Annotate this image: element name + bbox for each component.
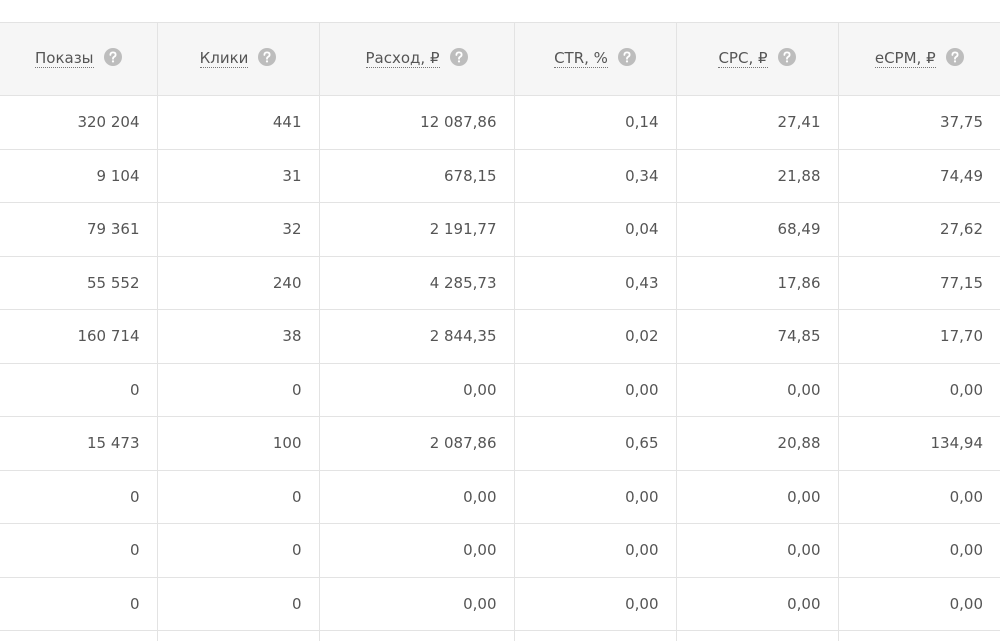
cell: 27,62 — [838, 203, 1000, 257]
cell: 68,49 — [676, 203, 838, 257]
cell: 0 — [157, 363, 319, 417]
cell: 2 087,86 — [319, 417, 514, 471]
empty-cell — [676, 631, 838, 641]
cell: 0,65 — [514, 417, 676, 471]
cell: 0,00 — [514, 524, 676, 578]
cell: 79 361 — [0, 203, 157, 257]
cell: 0,00 — [319, 363, 514, 417]
column-header: Показы — [0, 23, 157, 96]
cell: 2 191,77 — [319, 203, 514, 257]
cell: 0,00 — [514, 470, 676, 524]
column-sort-label[interactable]: CTR, % — [554, 49, 608, 68]
cell: 77,15 — [838, 256, 1000, 310]
cell: 27,41 — [676, 96, 838, 150]
cell: 0 — [0, 524, 157, 578]
cell: 2 844,35 — [319, 310, 514, 364]
column-header: Клики — [157, 23, 319, 96]
help-icon[interactable] — [946, 48, 964, 70]
cell: 0,00 — [319, 470, 514, 524]
cell: 37,75 — [838, 96, 1000, 150]
cell: 0,00 — [676, 577, 838, 631]
cell: 0,00 — [319, 524, 514, 578]
column-sort-label[interactable]: CPC, ₽ — [718, 49, 767, 68]
help-icon[interactable] — [778, 48, 796, 70]
cell: 0 — [157, 577, 319, 631]
cell: 55 552 — [0, 256, 157, 310]
cell: 74,49 — [838, 149, 1000, 203]
cell: 0,00 — [676, 363, 838, 417]
empty-cell — [157, 631, 319, 641]
cell: 0 — [0, 577, 157, 631]
cell: 0 — [0, 363, 157, 417]
cell: 4 285,73 — [319, 256, 514, 310]
cell: 0,00 — [838, 470, 1000, 524]
cell: 74,85 — [676, 310, 838, 364]
cell: 0,00 — [514, 363, 676, 417]
cell: 21,88 — [676, 149, 838, 203]
help-icon[interactable] — [618, 48, 636, 70]
cell: 0,00 — [514, 577, 676, 631]
cell: 15 473 — [0, 417, 157, 471]
column-sort-label[interactable]: Показы — [35, 49, 94, 68]
cell: 0,04 — [514, 203, 676, 257]
header-row: Показы Клики Расход, ₽ CTR, % CPC, ₽ eCPM, ₽ — [0, 23, 1000, 96]
help-icon[interactable] — [258, 48, 276, 70]
cell: 134,94 — [838, 417, 1000, 471]
cell: 12 087,86 — [319, 96, 514, 150]
column-sort-label[interactable]: eCPM, ₽ — [875, 49, 936, 68]
cell: 0,00 — [838, 524, 1000, 578]
partial-row — [0, 631, 1000, 641]
empty-cell — [319, 631, 514, 641]
column-header: CPC, ₽ — [676, 23, 838, 96]
cell: 0,00 — [676, 470, 838, 524]
cell: 38 — [157, 310, 319, 364]
cell: 32 — [157, 203, 319, 257]
cell: 0 — [0, 470, 157, 524]
empty-cell — [838, 631, 1000, 641]
cell: 0,00 — [676, 524, 838, 578]
cell: 320 204 — [0, 96, 157, 150]
cell: 0,00 — [838, 363, 1000, 417]
cell: 0,43 — [514, 256, 676, 310]
cell: 0,00 — [319, 577, 514, 631]
cell: 0,34 — [514, 149, 676, 203]
cell: 0 — [157, 524, 319, 578]
cell: 31 — [157, 149, 319, 203]
cell: 0,02 — [514, 310, 676, 364]
cell: 9 104 — [0, 149, 157, 203]
column-header: CTR, % — [514, 23, 676, 96]
cell: 441 — [157, 96, 319, 150]
empty-cell — [514, 631, 676, 641]
column-sort-label[interactable]: Расход, ₽ — [366, 49, 440, 68]
cell: 17,70 — [838, 310, 1000, 364]
help-icon[interactable] — [450, 48, 468, 70]
column-sort-label[interactable]: Клики — [200, 49, 249, 68]
cell: 0 — [157, 470, 319, 524]
cell: 17,86 — [676, 256, 838, 310]
cell: 678,15 — [319, 149, 514, 203]
cell: 20,88 — [676, 417, 838, 471]
empty-cell — [0, 631, 157, 641]
cell: 0,00 — [838, 577, 1000, 631]
cell: 240 — [157, 256, 319, 310]
cell: 100 — [157, 417, 319, 471]
column-header: Расход, ₽ — [319, 23, 514, 96]
cell: 160 714 — [0, 310, 157, 364]
help-icon[interactable] — [104, 48, 122, 70]
cell: 0,14 — [514, 96, 676, 150]
column-header: eCPM, ₽ — [838, 23, 1000, 96]
